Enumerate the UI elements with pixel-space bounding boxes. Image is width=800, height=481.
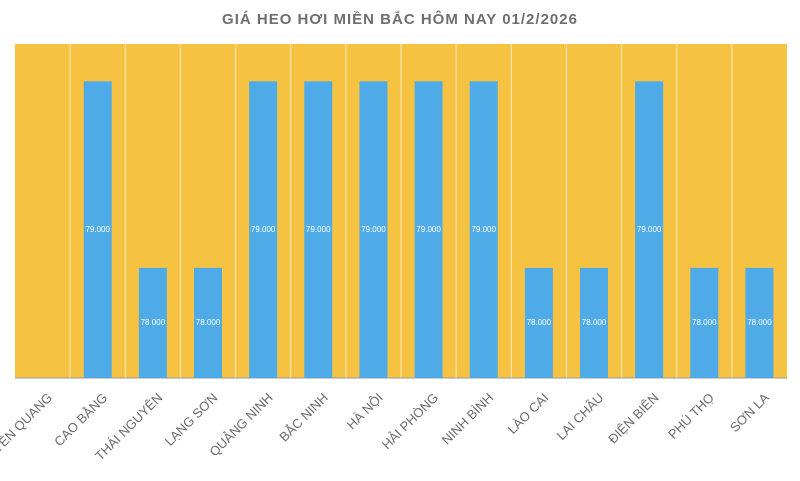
value-label: 79.000 [251, 225, 276, 234]
value-label: 79.000 [361, 225, 386, 234]
value-label: 78.000 [196, 318, 221, 327]
bar [524, 267, 553, 378]
bar [83, 81, 112, 379]
value-label: 78.000 [692, 318, 717, 327]
bar [304, 81, 333, 379]
value-label: 78.000 [582, 318, 607, 327]
value-label: 79.000 [471, 225, 496, 234]
value-label: 79.000 [416, 225, 441, 234]
x-tick-label: LAI CHÂU [554, 390, 607, 443]
x-tick-label: CAO BẰNG [51, 390, 110, 449]
value-label: 78.000 [141, 318, 166, 327]
x-tick-label: LÀO CAI [505, 390, 552, 437]
value-label: 79.000 [637, 225, 662, 234]
bar [469, 81, 498, 379]
x-tick-label: BẮC NINH [276, 390, 331, 445]
bar [414, 81, 443, 379]
value-label: 79.000 [85, 225, 110, 234]
bar [138, 267, 167, 378]
x-tick-label: LẠNG SƠN [162, 390, 221, 449]
bar [249, 81, 278, 379]
bar [580, 267, 608, 378]
bar [194, 267, 222, 378]
value-label: 78.000 [747, 318, 772, 327]
x-tick-label: TUYÊN QUANG [0, 390, 55, 468]
x-tick-label: HÀ NỘI [344, 390, 386, 432]
x-tick-label: PHÚ THỌ [665, 390, 717, 442]
bar [690, 267, 719, 378]
x-tick-label: ĐIỆN BIÊN [605, 390, 662, 447]
x-tick-label: HẢI PHÒNG [379, 390, 441, 452]
bar [745, 267, 774, 378]
value-label: 78.000 [527, 318, 552, 327]
bar [635, 81, 664, 379]
value-label: 79.000 [306, 225, 331, 234]
x-tick-label: SƠN LA [727, 390, 772, 435]
bar [359, 81, 388, 379]
chart-title: GIÁ HEO HƠI MIỀN BẮC HÔM NAY 01/2/2026 [222, 10, 578, 28]
x-tick-label: NINH BÌNH [439, 390, 497, 448]
